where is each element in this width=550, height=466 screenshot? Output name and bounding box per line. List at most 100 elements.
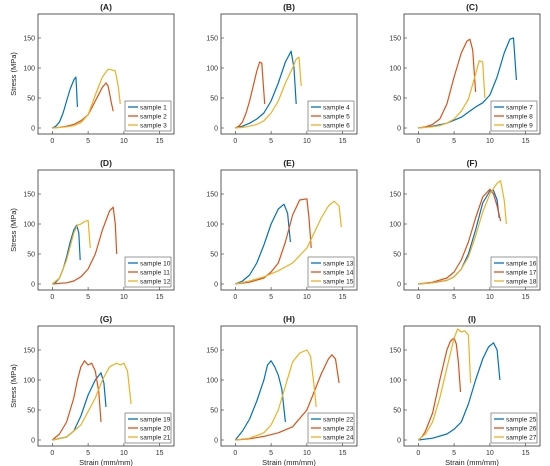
legend-label: sample 13: [323, 260, 354, 267]
y-tick-label: 150: [23, 192, 35, 199]
y-tick-label: 50: [393, 252, 401, 259]
y-tick-label: 50: [210, 96, 218, 103]
x-tick-label: 0: [50, 138, 54, 145]
x-tick-label: 5: [86, 138, 90, 145]
x-tick-label: 15: [339, 294, 347, 301]
y-tick-label: 0: [397, 126, 401, 133]
x-tick-label: 0: [50, 294, 54, 301]
subplot-title: (A): [100, 2, 112, 12]
y-tick-label: 50: [210, 252, 218, 259]
x-tick-label: 5: [452, 450, 456, 457]
legend-label: sample 1: [140, 104, 167, 111]
y-tick-label: 100: [23, 378, 35, 385]
series-line: [417, 337, 462, 441]
y-tick-label: 150: [206, 192, 218, 199]
subplot-title: (D): [100, 158, 112, 168]
x-tick-label: 0: [416, 294, 420, 301]
x-tick-label: 15: [339, 138, 347, 145]
y-tick-label: 100: [389, 222, 401, 229]
x-axis-label: Strain (mm/mm): [445, 458, 499, 466]
legend-label: sample 27: [506, 434, 537, 441]
x-tick-label: 5: [86, 294, 90, 301]
series-line: [52, 206, 118, 285]
series-line: [235, 50, 297, 129]
series-line: [418, 180, 507, 285]
y-tick-label: 150: [389, 36, 401, 43]
subplot-title: (C): [466, 2, 478, 12]
legend-label: sample 22: [323, 416, 354, 423]
y-tick-label: 100: [206, 378, 218, 385]
legend-label: sample 6: [323, 122, 350, 129]
legend-label: sample 25: [506, 416, 537, 423]
legend-label: sample 7: [506, 104, 533, 111]
y-tick-label: 0: [397, 438, 401, 445]
legend-label: sample 18: [506, 278, 537, 285]
x-tick-label: 10: [120, 294, 128, 301]
series-line: [51, 360, 102, 441]
y-tick-label: 100: [23, 222, 35, 229]
legend-label: sample 16: [506, 260, 537, 267]
subplot-title: (I): [468, 314, 476, 324]
x-tick-label: 0: [233, 138, 237, 145]
y-axis-label: Stress (MPa): [9, 364, 18, 408]
legend: sample 10 sample 11 sample 12: [124, 256, 172, 288]
series-line: [417, 328, 472, 441]
x-tick-label: 15: [522, 294, 530, 301]
subplot-title: (G): [100, 314, 112, 324]
x-tick-label: 10: [486, 294, 494, 301]
x-tick-label: 15: [156, 294, 164, 301]
y-tick-label: 0: [31, 282, 35, 289]
legend-label: sample 24: [323, 434, 354, 441]
y-tick-label: 150: [206, 36, 218, 43]
legend: sample 4 sample 5 sample 6: [307, 100, 355, 132]
x-tick-label: 10: [303, 450, 311, 457]
legend-label: sample 20: [140, 425, 171, 432]
y-tick-label: 50: [27, 252, 35, 259]
x-tick-label: 15: [156, 450, 164, 457]
x-tick-label: 10: [120, 138, 128, 145]
legend-label: sample 5: [323, 113, 350, 120]
legend-label: sample 3: [140, 122, 167, 129]
legend: sample 25 sample 26 sample 27: [490, 412, 538, 444]
subplot-title: (F): [467, 158, 478, 168]
x-tick-label: 5: [452, 138, 456, 145]
y-tick-label: 0: [214, 126, 218, 133]
x-tick-label: 0: [233, 450, 237, 457]
x-tick-label: 0: [50, 450, 54, 457]
y-tick-label: 50: [27, 408, 35, 415]
y-tick-label: 150: [23, 36, 35, 43]
x-axis-label: Strain (mm/mm): [262, 458, 316, 466]
x-tick-label: 10: [486, 138, 494, 145]
y-tick-label: 0: [397, 282, 401, 289]
x-tick-label: 10: [486, 450, 494, 457]
y-tick-label: 100: [389, 378, 401, 385]
y-tick-label: 50: [393, 408, 401, 415]
legend: sample 16 sample 17 sample 18: [490, 256, 538, 288]
series-line: [234, 360, 286, 441]
series-line: [418, 342, 501, 441]
series-line: [235, 203, 291, 285]
series-line: [52, 68, 121, 129]
legend: sample 19 sample 20 sample 21: [124, 412, 172, 444]
y-tick-label: 100: [389, 66, 401, 73]
legend-label: sample 15: [323, 278, 354, 285]
series-line: [52, 76, 78, 129]
legend-label: sample 11: [140, 269, 170, 276]
legend-label: sample 8: [506, 113, 533, 120]
series-line: [418, 188, 502, 285]
y-tick-label: 100: [23, 66, 35, 73]
y-tick-label: 0: [214, 438, 218, 445]
series-line: [235, 61, 266, 129]
x-axis-label: Strain (mm/mm): [79, 458, 133, 466]
x-tick-label: 5: [269, 294, 273, 301]
x-tick-label: 0: [416, 138, 420, 145]
y-tick-label: 0: [31, 126, 35, 133]
series-line: [235, 349, 317, 441]
legend-label: sample 12: [140, 278, 171, 285]
legend: sample 13 sample 14 sample 15: [307, 256, 355, 288]
